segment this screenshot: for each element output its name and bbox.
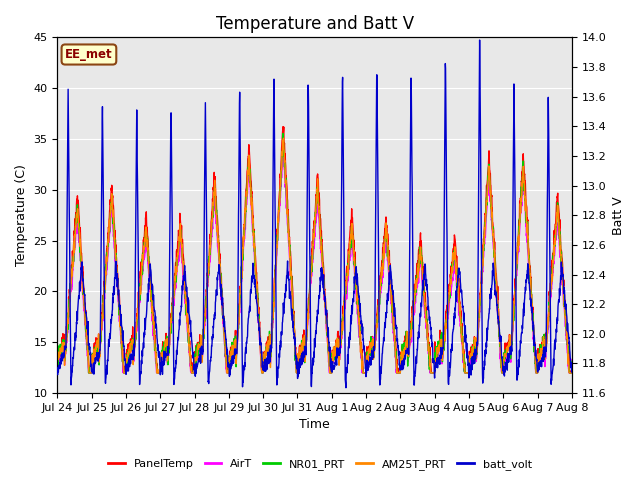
Y-axis label: Batt V: Batt V — [612, 196, 625, 235]
Legend: PanelTemp, AirT, NR01_PRT, AM25T_PRT, batt_volt: PanelTemp, AirT, NR01_PRT, AM25T_PRT, ba… — [104, 455, 536, 474]
Text: EE_met: EE_met — [65, 48, 113, 61]
Title: Temperature and Batt V: Temperature and Batt V — [216, 15, 413, 33]
X-axis label: Time: Time — [300, 419, 330, 432]
Y-axis label: Temperature (C): Temperature (C) — [15, 164, 28, 266]
